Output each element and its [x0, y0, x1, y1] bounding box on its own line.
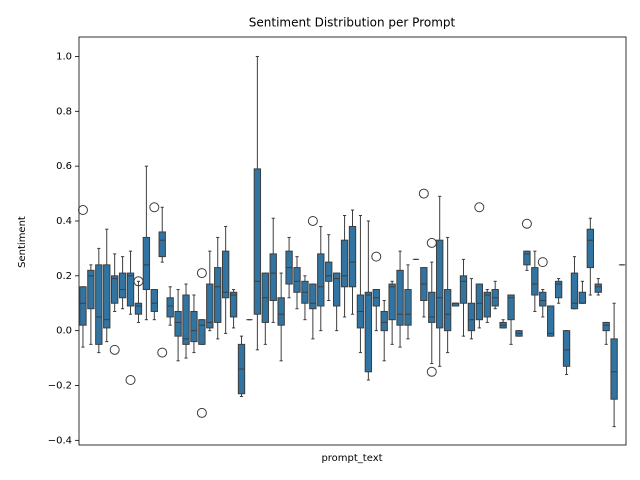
y-tick-label: −0.4: [48, 435, 72, 446]
box: [586, 228, 594, 269]
box: [253, 168, 262, 315]
y-tick-label: 0.2: [56, 271, 72, 282]
box: [531, 267, 539, 296]
outlier: [418, 188, 429, 199]
plot-frame: [78, 36, 627, 446]
box: [396, 269, 404, 326]
box: [483, 291, 491, 318]
box: [214, 267, 222, 323]
outlier: [426, 237, 437, 248]
box: [562, 330, 571, 367]
box: [158, 231, 166, 258]
y-tick-label: 0.4: [56, 216, 72, 227]
y-tick-label: 0.0: [56, 326, 72, 337]
box: [190, 310, 198, 343]
outlier: [77, 205, 88, 216]
box: [554, 280, 563, 299]
box: [325, 261, 333, 282]
box: [443, 289, 452, 332]
box: [467, 302, 476, 332]
box: [229, 291, 238, 318]
box: [317, 253, 325, 307]
y-tick-label: 0.6: [56, 161, 72, 172]
box: [340, 239, 349, 288]
box: [269, 253, 277, 302]
box: [277, 297, 285, 326]
box: [364, 291, 373, 373]
box: [309, 283, 317, 310]
box: [570, 272, 579, 310]
box: [475, 283, 484, 321]
box: [428, 291, 436, 323]
box: [404, 289, 412, 326]
y-tick-label: −0.2: [48, 381, 72, 392]
outlier: [196, 407, 207, 418]
box: [221, 250, 230, 299]
outlier: [149, 202, 160, 213]
box: [523, 250, 531, 266]
box: [578, 291, 587, 304]
box: [293, 267, 301, 293]
box: [134, 302, 143, 315]
box: [380, 310, 388, 332]
outlier: [307, 215, 318, 226]
outlier: [474, 202, 485, 213]
box: [507, 294, 515, 321]
outlier: [426, 366, 437, 377]
box: [174, 310, 182, 337]
box: [126, 272, 135, 307]
box: [206, 283, 214, 329]
y-axis-label: Sentiment: [17, 216, 28, 268]
outlier: [109, 344, 120, 355]
box: [436, 239, 444, 329]
outlier: [157, 347, 168, 358]
box: [118, 272, 127, 299]
box: [182, 294, 190, 345]
box: [95, 264, 103, 345]
chart-title: Sentiment Distribution per Prompt: [249, 16, 456, 30]
box: [166, 297, 174, 318]
box: [539, 291, 547, 307]
box: [103, 264, 111, 329]
box: [198, 319, 206, 345]
box: [388, 283, 396, 321]
box: [150, 289, 158, 312]
box: [87, 269, 95, 310]
box: [459, 275, 468, 304]
box: [111, 275, 119, 304]
outlier: [196, 268, 207, 279]
box: [594, 283, 602, 293]
box: [602, 321, 610, 332]
outlier: [371, 251, 382, 262]
box: [79, 286, 87, 326]
y-tick-label: 1.0: [56, 51, 72, 62]
outlier: [521, 218, 532, 229]
box: [142, 236, 151, 291]
outlier: [125, 375, 136, 386]
x-axis-label: prompt_text: [321, 453, 382, 464]
box: [547, 305, 555, 337]
box: [332, 272, 341, 307]
box: [348, 225, 357, 288]
outlier: [537, 257, 548, 268]
box: [610, 338, 618, 400]
y-tick-label: 0.8: [56, 106, 72, 117]
